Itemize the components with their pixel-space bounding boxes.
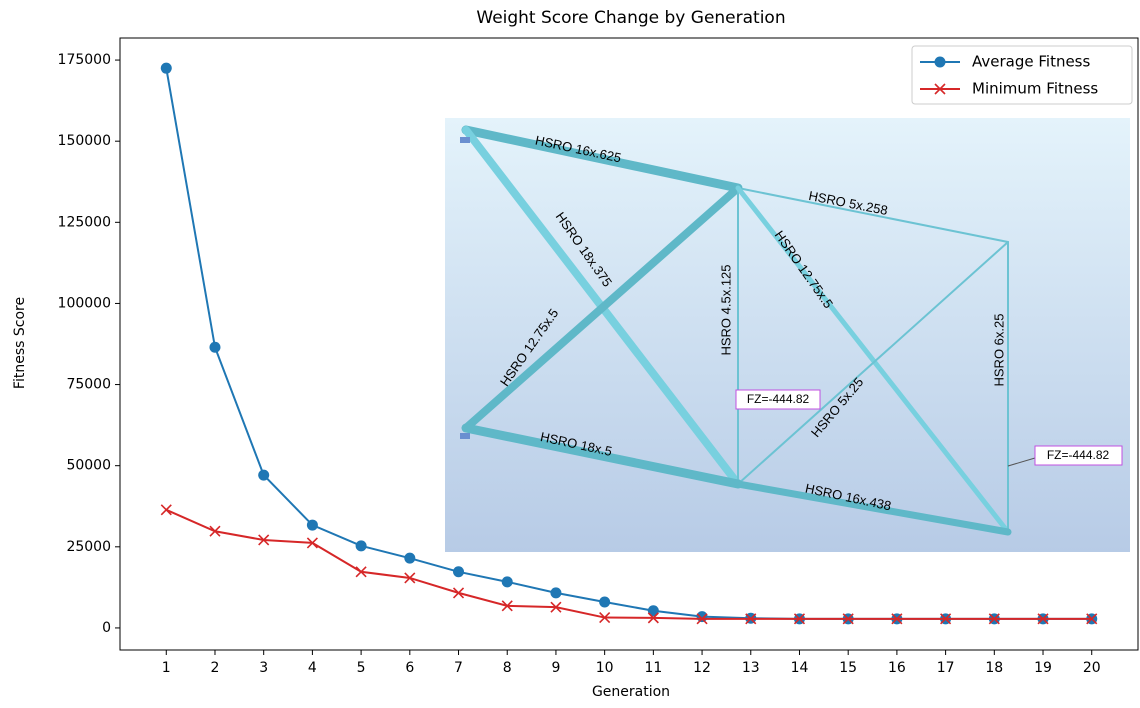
marker [209, 342, 220, 353]
x-tick-label: 12 [693, 660, 711, 676]
x-tick-label: 8 [503, 660, 512, 676]
marker [453, 566, 464, 577]
y-tick-label: 0 [102, 620, 111, 636]
x-tick-label: 10 [596, 660, 614, 676]
y-tick-label: 150000 [58, 133, 111, 149]
marker [935, 57, 946, 68]
y-tick-label: 125000 [58, 214, 111, 230]
marker [307, 520, 318, 531]
marker [697, 611, 708, 622]
chart-title: Weight Score Change by Generation [476, 8, 785, 28]
x-axis-label: Generation [592, 684, 670, 700]
x-tick-label: 15 [839, 660, 857, 676]
x-tick-label: 11 [644, 660, 662, 676]
inset-background [445, 118, 1130, 552]
marker [502, 576, 513, 587]
x-tick-label: 17 [937, 660, 955, 676]
x-tick-label: 7 [454, 660, 463, 676]
marker [404, 553, 415, 564]
x-tick-label: 6 [405, 660, 414, 676]
legend: Average Fitness Minimum Fitness [912, 46, 1132, 104]
truss-inset: HSRO 16x.625 HSRO 5x.258 HSRO 18x.375 HS… [445, 118, 1130, 552]
x-tick-label: 9 [551, 660, 560, 676]
x-tick-label: 20 [1083, 660, 1101, 676]
marker [161, 505, 171, 515]
y-tick-label: 175000 [58, 52, 111, 68]
y-tick-label: 100000 [58, 295, 111, 311]
x-tick-label: 2 [211, 660, 220, 676]
x-tick-label: 18 [985, 660, 1003, 676]
load-label: FZ=-444.82 [1047, 448, 1110, 462]
marker [599, 596, 610, 607]
x-tick-label: 16 [888, 660, 906, 676]
support [460, 433, 470, 439]
x-tick-label: 1 [162, 660, 171, 676]
legend-label: Average Fitness [972, 53, 1091, 71]
y-axis-label: Fitness Score [12, 297, 28, 389]
member-label: HSRO 4.5x.125 [718, 264, 733, 355]
x-tick-label: 4 [308, 660, 317, 676]
x-tick-label: 19 [1034, 660, 1052, 676]
x-tick-label: 13 [742, 660, 760, 676]
marker [550, 587, 561, 598]
marker [356, 540, 367, 551]
marker [258, 470, 269, 481]
support [460, 137, 470, 143]
marker [161, 63, 172, 74]
x-tick-label: 5 [357, 660, 366, 676]
legend-label: Minimum Fitness [972, 80, 1098, 98]
x-tick-label: 14 [791, 660, 809, 676]
member-label: HSRO 6x.25 [991, 314, 1006, 387]
y-tick-label: 50000 [66, 458, 111, 474]
x-tick-label: 3 [259, 660, 268, 676]
chart: Weight Score Change by Generation Genera… [0, 0, 1140, 704]
load-label: FZ=-444.82 [747, 392, 810, 406]
y-tick-label: 25000 [66, 539, 111, 555]
y-tick-label: 75000 [66, 377, 111, 393]
